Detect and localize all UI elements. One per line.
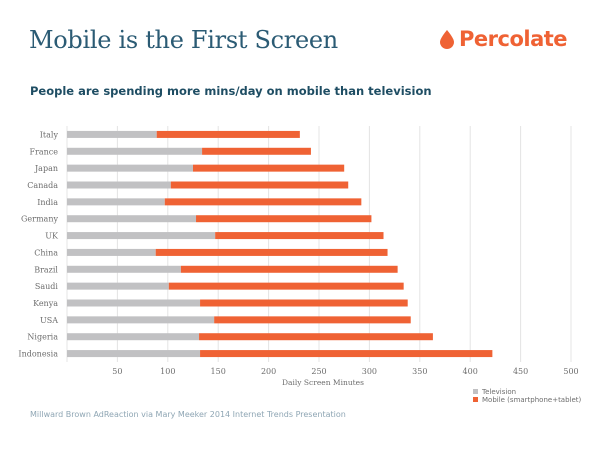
- bar-mobile: [215, 232, 384, 240]
- category-label: Germany: [21, 215, 58, 224]
- category-label: Canada: [27, 181, 58, 190]
- bar-mobile: [156, 130, 300, 138]
- chart-subtitle: People are spending more mins/day on mob…: [30, 84, 432, 98]
- x-tick-label: 100: [160, 367, 175, 376]
- bar-television: [67, 350, 201, 358]
- legend-swatch: [473, 389, 478, 394]
- x-tick-label: 350: [412, 367, 427, 376]
- bar-television: [67, 232, 216, 240]
- x-tick-label: 250: [311, 367, 326, 376]
- bar-mobile: [180, 265, 398, 273]
- brand-logo: Percolate: [440, 27, 568, 51]
- drop-icon: [440, 29, 454, 49]
- bar-television: [67, 164, 193, 172]
- bar-television: [67, 316, 215, 324]
- bar-television: [67, 282, 169, 290]
- legend-label: Television: [481, 388, 516, 396]
- category-label: UK: [45, 232, 59, 241]
- x-tick-label: 50: [112, 367, 122, 376]
- bar-mobile: [196, 215, 372, 223]
- bar-television: [67, 130, 157, 138]
- source-note: Millward Brown AdReaction via Mary Meeke…: [30, 410, 346, 419]
- bar-mobile: [155, 248, 388, 256]
- bar-television: [67, 198, 165, 206]
- bar-mobile: [214, 316, 411, 324]
- bar-mobile: [193, 164, 345, 172]
- legend-label: Mobile (smartphone+tablet): [482, 396, 582, 404]
- chart-title: Mobile is the First Screen: [29, 26, 338, 54]
- category-label: France: [29, 147, 58, 156]
- bar-mobile: [168, 282, 404, 290]
- x-tick-label: 200: [261, 367, 276, 376]
- category-label: India: [37, 198, 58, 207]
- category-label: Saudi: [35, 282, 59, 291]
- bar-television: [67, 299, 201, 307]
- bar-television: [67, 333, 200, 341]
- bar-television: [67, 147, 203, 155]
- category-label: Brazil: [34, 265, 58, 274]
- x-axis-label: Daily Screen Minutes: [282, 378, 364, 387]
- bar-mobile: [200, 350, 493, 358]
- bar-television: [67, 265, 181, 273]
- x-tick-label: 400: [463, 367, 478, 376]
- bar-television: [67, 248, 156, 256]
- category-label: Italy: [40, 130, 59, 139]
- category-label: Indonesia: [18, 350, 58, 359]
- bar-mobile: [200, 299, 408, 307]
- category-label: Kenya: [33, 299, 58, 308]
- bar-television: [67, 215, 197, 223]
- brand-name: Percolate: [459, 27, 568, 51]
- x-tick-label: 150: [211, 367, 226, 376]
- category-label: China: [34, 248, 58, 257]
- x-tick-label: 500: [563, 367, 578, 376]
- bar-mobile: [164, 198, 362, 206]
- bar-mobile: [202, 147, 311, 155]
- category-label: Nigeria: [27, 333, 58, 342]
- category-label: Japan: [34, 164, 58, 173]
- bar-television: [67, 181, 171, 189]
- category-label: USA: [40, 316, 58, 325]
- x-tick-label: 450: [513, 367, 528, 376]
- bar-mobile: [170, 181, 349, 189]
- x-tick-label: 300: [362, 367, 377, 376]
- bar-mobile: [199, 333, 433, 341]
- legend-swatch: [473, 397, 478, 402]
